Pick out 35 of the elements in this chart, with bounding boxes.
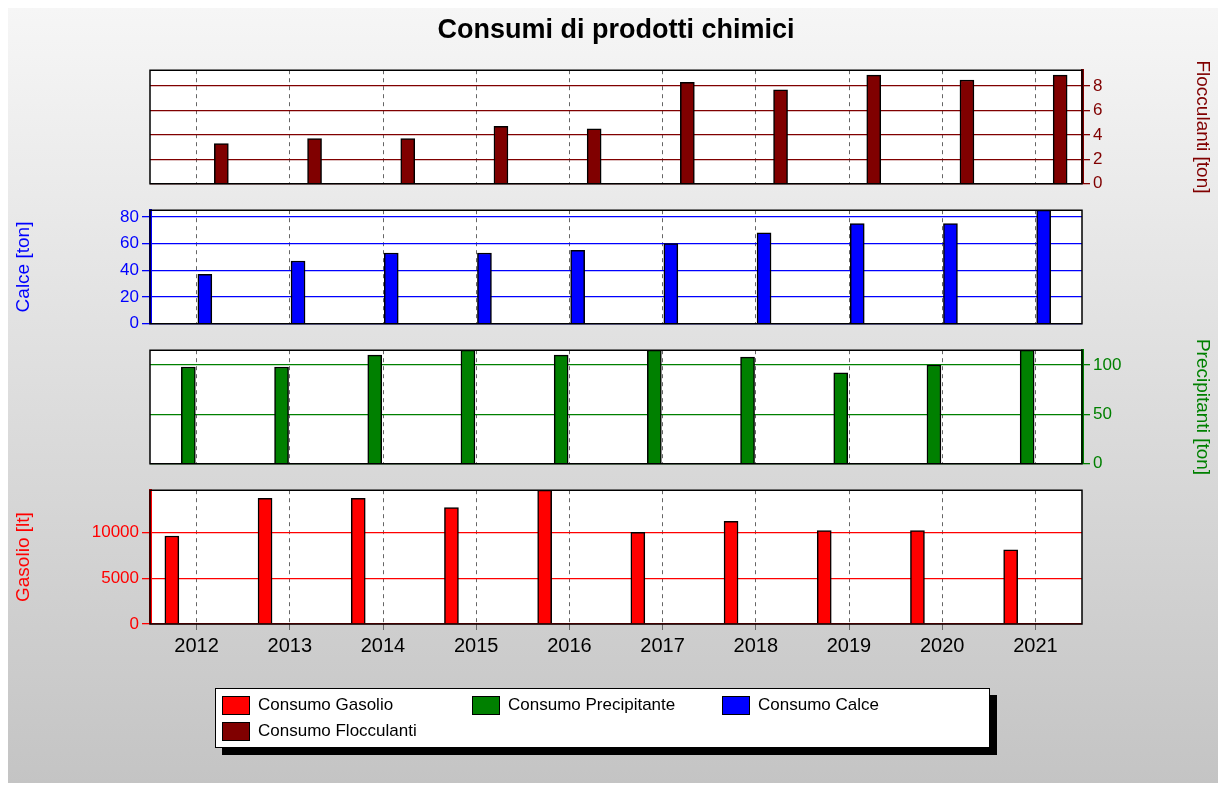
legend-label: Consumo Flocculanti	[258, 721, 417, 741]
y-tick-label: 5000	[101, 567, 139, 587]
y2-tick-label: 50	[1093, 404, 1112, 424]
x-tick-label: 2014	[360, 633, 406, 656]
y-tick-label: 0	[129, 313, 139, 333]
y-tick-label: 60	[120, 233, 139, 253]
x-tick-label: 2021	[1013, 633, 1058, 656]
y-axis-title: Gasolio [lt]	[11, 512, 33, 602]
y2-tick-label: 0	[1093, 453, 1103, 473]
y-tick-label: 40	[120, 260, 139, 280]
y-tick-label: 0	[129, 613, 139, 633]
x-tick-label: 2019	[826, 633, 872, 656]
y-tick-label: 80	[120, 206, 139, 226]
x-tick-label: 2020	[919, 633, 965, 656]
y2-tick-label: 8	[1093, 75, 1103, 95]
y2-tick-label: 0	[1093, 173, 1103, 193]
x-tick-label: 2013	[267, 633, 313, 656]
y-axis-title: Calce [ton]	[11, 221, 33, 313]
y2-axis-title: Precipitanti [ton]	[1193, 338, 1215, 476]
x-tick-label: 2015	[453, 633, 499, 656]
y2-tick-label: 100	[1093, 354, 1122, 374]
x-tick-label: 2017	[640, 633, 685, 656]
y2-tick-label: 6	[1093, 100, 1103, 120]
y2-tick-label: 4	[1093, 124, 1103, 144]
legend-label: Consumo Precipitante	[508, 695, 676, 715]
legend-label: Consumo Calce	[758, 695, 879, 715]
legend-label: Consumo Gasolio	[258, 695, 394, 715]
y-tick-label: 20	[120, 286, 139, 306]
y2-tick-label: 2	[1093, 149, 1103, 169]
y-tick-label: 10000	[91, 522, 139, 542]
chart-title: Consumi di prodotti chimici	[436, 14, 796, 45]
y2-axis-title: Flocculanti [ton]	[1193, 60, 1215, 194]
x-tick-label: 2016	[547, 633, 592, 656]
x-tick-label: 2018	[733, 633, 779, 656]
x-tick-label: 2012	[174, 633, 219, 656]
